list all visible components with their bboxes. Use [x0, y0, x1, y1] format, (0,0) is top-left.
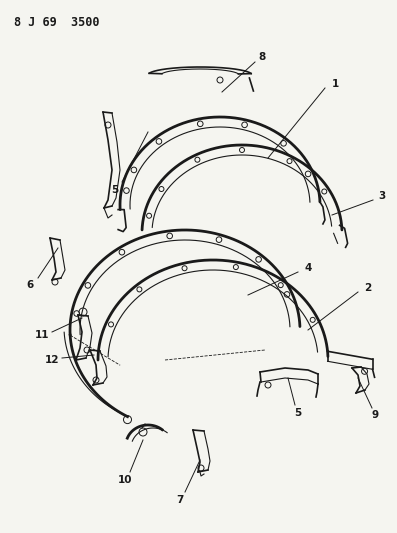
Text: 4: 4: [304, 263, 312, 273]
Text: 6: 6: [26, 280, 34, 290]
Text: 5: 5: [112, 185, 119, 195]
Text: 8 J 69  3500: 8 J 69 3500: [14, 15, 100, 28]
Text: 11: 11: [35, 330, 49, 340]
Text: 12: 12: [45, 355, 59, 365]
Text: 9: 9: [372, 410, 379, 420]
Text: 2: 2: [364, 283, 372, 293]
Text: 1: 1: [331, 79, 339, 89]
Text: 7: 7: [176, 495, 184, 505]
Text: 8: 8: [258, 52, 266, 62]
Text: 3: 3: [378, 191, 385, 201]
Text: 10: 10: [118, 475, 132, 485]
Text: 5: 5: [294, 408, 302, 418]
